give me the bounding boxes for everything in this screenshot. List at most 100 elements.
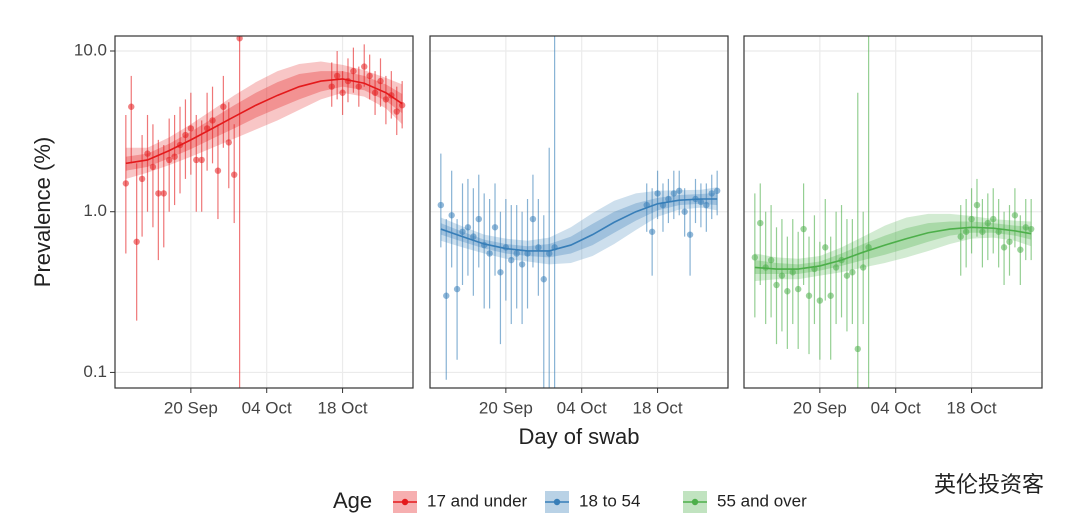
point bbox=[182, 131, 189, 139]
point bbox=[171, 153, 178, 160]
point bbox=[382, 96, 390, 103]
x-tick-label: 18 Oct bbox=[318, 398, 368, 417]
point bbox=[849, 269, 856, 276]
point bbox=[794, 285, 802, 293]
point bbox=[328, 83, 335, 90]
point bbox=[1011, 212, 1019, 219]
y-tick-label: 1.0 bbox=[83, 201, 107, 220]
point bbox=[854, 345, 861, 353]
point bbox=[1017, 246, 1024, 253]
point bbox=[513, 250, 520, 257]
point bbox=[187, 125, 195, 132]
point bbox=[643, 201, 650, 209]
panel-border bbox=[429, 35, 729, 389]
point bbox=[225, 139, 232, 146]
point bbox=[703, 201, 710, 209]
point bbox=[800, 225, 807, 233]
inner-band bbox=[125, 71, 403, 171]
inner-band bbox=[754, 221, 1032, 274]
point bbox=[670, 190, 678, 197]
point bbox=[220, 103, 227, 110]
point bbox=[811, 265, 818, 273]
point bbox=[535, 244, 542, 251]
point bbox=[990, 215, 997, 223]
point bbox=[822, 244, 829, 251]
x-tick-label: 20 Sep bbox=[793, 398, 847, 417]
point bbox=[443, 292, 450, 299]
point bbox=[540, 276, 547, 283]
point bbox=[1022, 224, 1029, 231]
point bbox=[681, 208, 688, 215]
x-axis-title: Day of swab bbox=[518, 424, 639, 449]
point bbox=[176, 141, 184, 149]
point bbox=[973, 201, 981, 209]
point bbox=[1006, 238, 1013, 245]
point bbox=[448, 212, 455, 219]
fit-line bbox=[440, 198, 718, 252]
point bbox=[453, 285, 461, 293]
point bbox=[398, 102, 406, 109]
point bbox=[231, 171, 238, 178]
point bbox=[546, 250, 553, 257]
point bbox=[838, 256, 845, 264]
point bbox=[388, 92, 395, 99]
point bbox=[198, 156, 205, 164]
x-tick-label: 20 Sep bbox=[479, 398, 533, 417]
point bbox=[160, 190, 167, 197]
y-axis-title: Prevalence (%) bbox=[30, 137, 55, 287]
point bbox=[128, 103, 135, 110]
point bbox=[464, 224, 472, 231]
legend-text: 55 and over bbox=[717, 491, 807, 510]
point bbox=[654, 190, 661, 197]
point bbox=[122, 180, 130, 187]
point bbox=[751, 254, 759, 261]
legend-key-point bbox=[401, 498, 409, 506]
panel-border bbox=[114, 35, 414, 389]
point bbox=[708, 190, 715, 197]
y-tick-label: 0.1 bbox=[83, 362, 107, 381]
point bbox=[984, 219, 992, 227]
outer-band bbox=[125, 61, 403, 179]
point bbox=[486, 250, 493, 257]
point bbox=[155, 190, 162, 197]
x-tick-label: 04 Oct bbox=[871, 398, 921, 417]
plot-area bbox=[751, 36, 1035, 388]
point bbox=[757, 219, 764, 227]
x-tick-label: 04 Oct bbox=[242, 398, 292, 417]
legend-text: 17 and under bbox=[427, 491, 528, 510]
point bbox=[236, 36, 243, 42]
point bbox=[459, 228, 466, 235]
y-tick-label: 10.0 bbox=[74, 40, 107, 59]
legend-key-point bbox=[691, 498, 699, 506]
legend-text: 18 to 54 bbox=[579, 491, 640, 510]
point bbox=[508, 256, 515, 264]
x-tick-label: 04 Oct bbox=[557, 398, 607, 417]
point bbox=[524, 250, 531, 257]
point bbox=[865, 244, 872, 251]
plot-area bbox=[122, 36, 406, 388]
inner-band bbox=[440, 192, 718, 258]
point bbox=[355, 83, 363, 90]
watermark: 英伦投资客 bbox=[934, 472, 1044, 497]
point bbox=[692, 195, 699, 203]
point bbox=[497, 269, 504, 276]
fit-line bbox=[125, 78, 403, 165]
point bbox=[778, 272, 786, 279]
point bbox=[832, 264, 840, 271]
point bbox=[665, 195, 672, 203]
point bbox=[361, 63, 368, 70]
point bbox=[393, 108, 400, 115]
point bbox=[333, 72, 341, 80]
point bbox=[133, 238, 140, 245]
point bbox=[344, 77, 352, 85]
point bbox=[762, 264, 769, 271]
point bbox=[214, 167, 222, 174]
point bbox=[659, 201, 667, 209]
point bbox=[686, 231, 694, 238]
point bbox=[209, 117, 216, 124]
point bbox=[1027, 225, 1035, 233]
point bbox=[816, 297, 824, 304]
point bbox=[697, 198, 705, 206]
point bbox=[203, 125, 211, 132]
